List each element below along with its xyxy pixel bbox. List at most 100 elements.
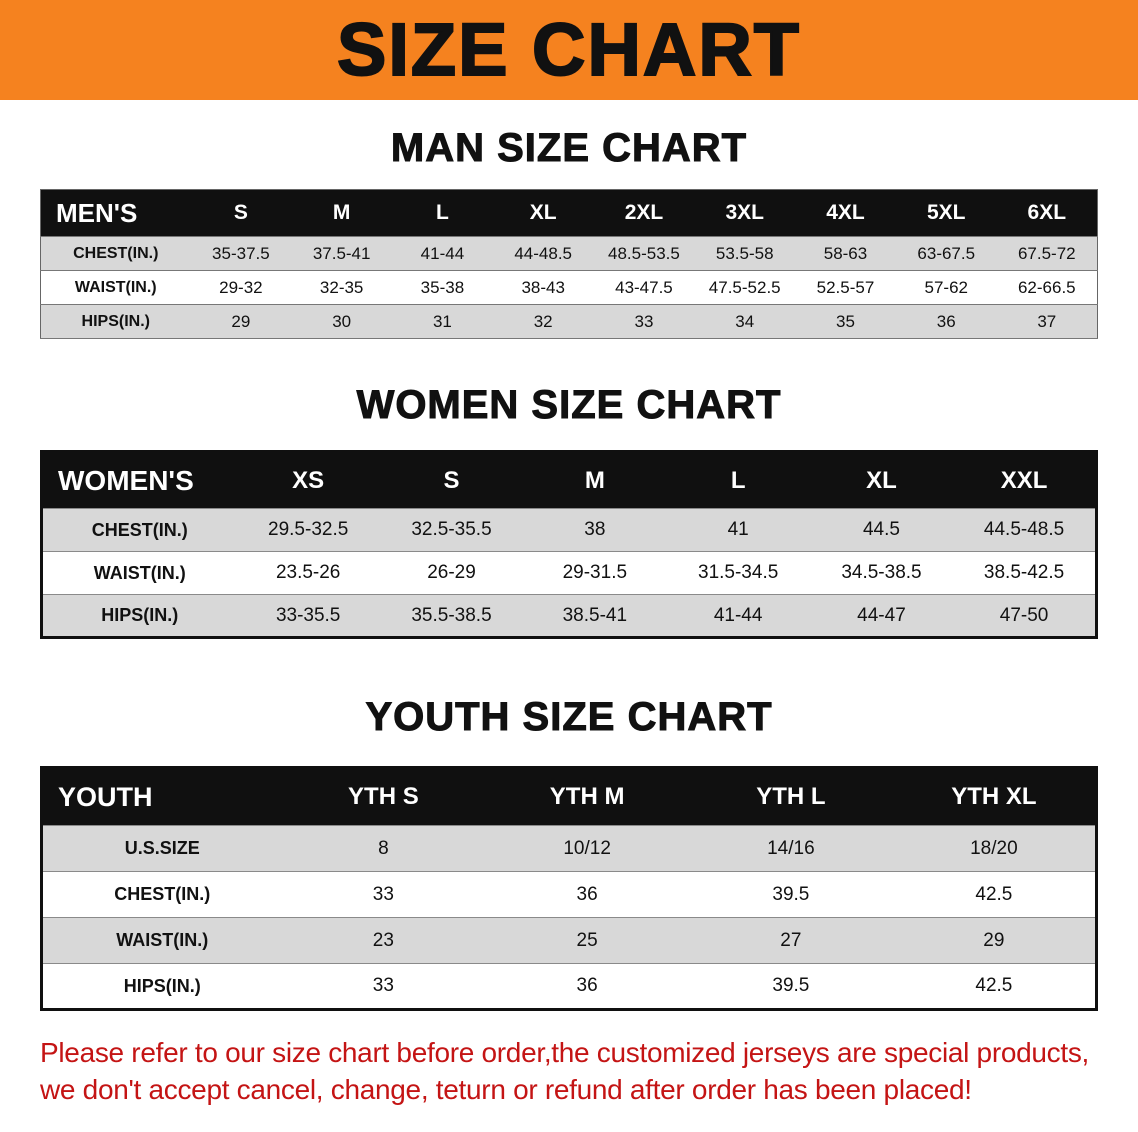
row-label-cell: CHEST(IN.)	[114, 884, 211, 904]
size-header-cell: M	[584, 466, 605, 494]
table-header-row: MEN'S S M L XL 2XL 3XL 4XL 5XL 6XL	[40, 189, 1098, 237]
table-header-row: YOUTH YTH S YTH M YTH L YTH XL	[41, 767, 1097, 826]
value-cell: 39.5	[772, 883, 810, 905]
value-cell: 33	[634, 311, 654, 331]
value-cell: 42.5	[975, 975, 1013, 996]
value-cell: 29-32	[219, 277, 263, 297]
value-cell: 41-44	[420, 243, 465, 263]
youth-size-table: YOUTH YTH S YTH M YTH L YTH XL U.S.SIZE 8 10/12…	[40, 766, 1098, 1011]
value-cell: 44.5	[862, 519, 900, 540]
value-cell: 25	[576, 929, 598, 951]
value-cell: 34	[735, 311, 755, 331]
row-label-cell: WAIST(IN.)	[93, 562, 186, 583]
value-cell: 35-38	[420, 277, 465, 297]
value-cell: 33	[372, 883, 394, 905]
size-header-cell: L	[730, 466, 746, 494]
size-header-cell: L	[436, 201, 449, 224]
value-cell: 31.5-34.5	[698, 562, 779, 583]
value-cell: 48.5-53.5	[608, 243, 680, 263]
table-row: WAIST(IN.) 23.5-26 26-29 29-31.5 31.5-34.5 34…	[41, 551, 1097, 595]
value-cell: 42.5	[975, 883, 1013, 905]
value-cell: 44-48.5	[514, 243, 573, 263]
man-size-chart-heading: MAN SIZE CHART	[390, 126, 748, 171]
value-cell: 53.5-58	[715, 243, 774, 263]
size-header-cell: 2XL	[624, 201, 664, 224]
disclaimer-line-1: Please refer to our size chart before or…	[40, 1037, 1090, 1068]
value-cell: 8	[378, 837, 389, 859]
table-row: CHEST(IN.) 29.5-32.5 32.5-35.5 38 41 44.5 44.5…	[41, 508, 1097, 552]
table-row: CHEST(IN.) 35-37.5 37.5-41 41-44 44-48.5 48.5…	[40, 236, 1098, 271]
row-label-cell: HIPS(IN.)	[123, 975, 201, 996]
table-title-cell: MEN'S	[56, 197, 138, 228]
value-cell: 37	[1037, 311, 1057, 331]
size-header-cell: 5XL	[926, 201, 966, 224]
women-size-chart-section: WOMEN SIZE CHART WOMEN'S XS S M L XL XXL CHEST(…	[0, 383, 1138, 639]
size-header-cell: YTH S	[348, 783, 419, 810]
table-title-cell: WOMEN'S	[58, 464, 194, 496]
banner-title: SIZE CHART	[336, 8, 801, 91]
value-cell: 29	[983, 929, 1005, 951]
row-label-cell: HIPS(IN.)	[101, 605, 179, 625]
value-cell: 36	[576, 883, 598, 905]
size-header-cell: S	[443, 466, 460, 494]
size-header-cell: YTH XL	[951, 783, 1037, 810]
value-cell: 18/20	[970, 837, 1018, 859]
value-cell: 29	[231, 311, 251, 331]
women-size-table: WOMEN'S XS S M L XL XXL CHEST(IN.) 29.5-32.5 32.5…	[40, 450, 1098, 639]
value-cell: 10/12	[563, 837, 611, 859]
value-cell: 26-29	[427, 562, 476, 583]
value-cell: 35-37.5	[212, 243, 270, 263]
size-chart-banner: SIZE CHART	[0, 0, 1138, 100]
value-cell: 35	[836, 311, 855, 331]
table-title-cell: YOUTH	[58, 781, 153, 812]
value-cell: 38.5-41	[562, 604, 628, 626]
youth-size-chart-section: YOUTH SIZE CHART YOUTH YTH S YTH M YTH L YTH…	[0, 695, 1138, 1011]
value-cell: 31	[432, 311, 452, 331]
man-size-chart-section: MAN SIZE CHART MEN'S S M L XL 2XL 3XL 4XL 5XL 6XL…	[0, 126, 1138, 339]
size-header-cell: YTH M	[549, 783, 625, 810]
size-header-cell: XL	[529, 201, 557, 224]
value-cell: 47-50	[999, 604, 1049, 626]
table-row: HIPS(IN.) 33-35.5 35.5-38.5 38.5-41 41-44 44-…	[41, 594, 1097, 638]
value-cell: 29.5-32.5	[268, 519, 349, 540]
value-cell: 41	[727, 519, 749, 540]
row-label-cell: HIPS(IN.)	[81, 312, 150, 330]
value-cell: 35.5-38.5	[411, 604, 492, 626]
value-cell: 44.5-48.5	[983, 519, 1065, 540]
value-cell: 38-43	[521, 277, 565, 297]
value-cell: 33-35.5	[275, 604, 341, 626]
youth-size-chart-heading: YOUTH SIZE CHART	[365, 695, 773, 740]
women-size-chart-heading: WOMEN SIZE CHART	[356, 383, 782, 428]
size-header-cell: S	[233, 201, 248, 224]
value-cell: 23	[372, 929, 394, 951]
value-cell: 37.5-41	[312, 243, 371, 263]
row-label-cell: U.S.SIZE	[124, 838, 200, 858]
size-header-cell: XS	[292, 466, 325, 494]
row-label-cell: CHEST(IN.)	[73, 244, 159, 262]
value-cell: 36	[936, 311, 956, 331]
value-cell: 44-47	[857, 604, 906, 626]
disclaimer: Please refer to our size chart before or…	[40, 1035, 1098, 1109]
table-row: CHEST(IN.) 33 36 39.5 42.5	[41, 871, 1097, 918]
value-cell: 38.5-42.5	[983, 562, 1065, 583]
value-cell: 27	[780, 929, 802, 951]
value-cell: 43-47.5	[615, 277, 673, 297]
row-label-cell: CHEST(IN.)	[91, 519, 188, 540]
value-cell: 67.5-72	[1017, 243, 1076, 263]
value-cell: 29-31.5	[562, 562, 628, 583]
size-header-cell: 3XL	[725, 201, 764, 224]
size-header-cell: XXL	[1000, 466, 1048, 494]
value-cell: 38	[584, 519, 606, 540]
value-cell: 32.5-35.5	[411, 519, 492, 540]
value-cell: 32-35	[319, 277, 364, 297]
value-cell: 39.5	[772, 975, 810, 996]
value-cell: 33	[372, 975, 394, 996]
value-cell: 62-66.5	[1017, 277, 1076, 297]
value-cell: 47.5-52.5	[708, 277, 781, 297]
table-row: HIPS(IN.) 33 36 39.5 42.5	[41, 963, 1097, 1010]
size-header-cell: M	[332, 201, 351, 224]
table-row: WAIST(IN.) 23 25 27 29	[41, 917, 1097, 964]
row-label-cell: WAIST(IN.)	[116, 930, 209, 950]
size-header-cell: 4XL	[826, 201, 865, 224]
